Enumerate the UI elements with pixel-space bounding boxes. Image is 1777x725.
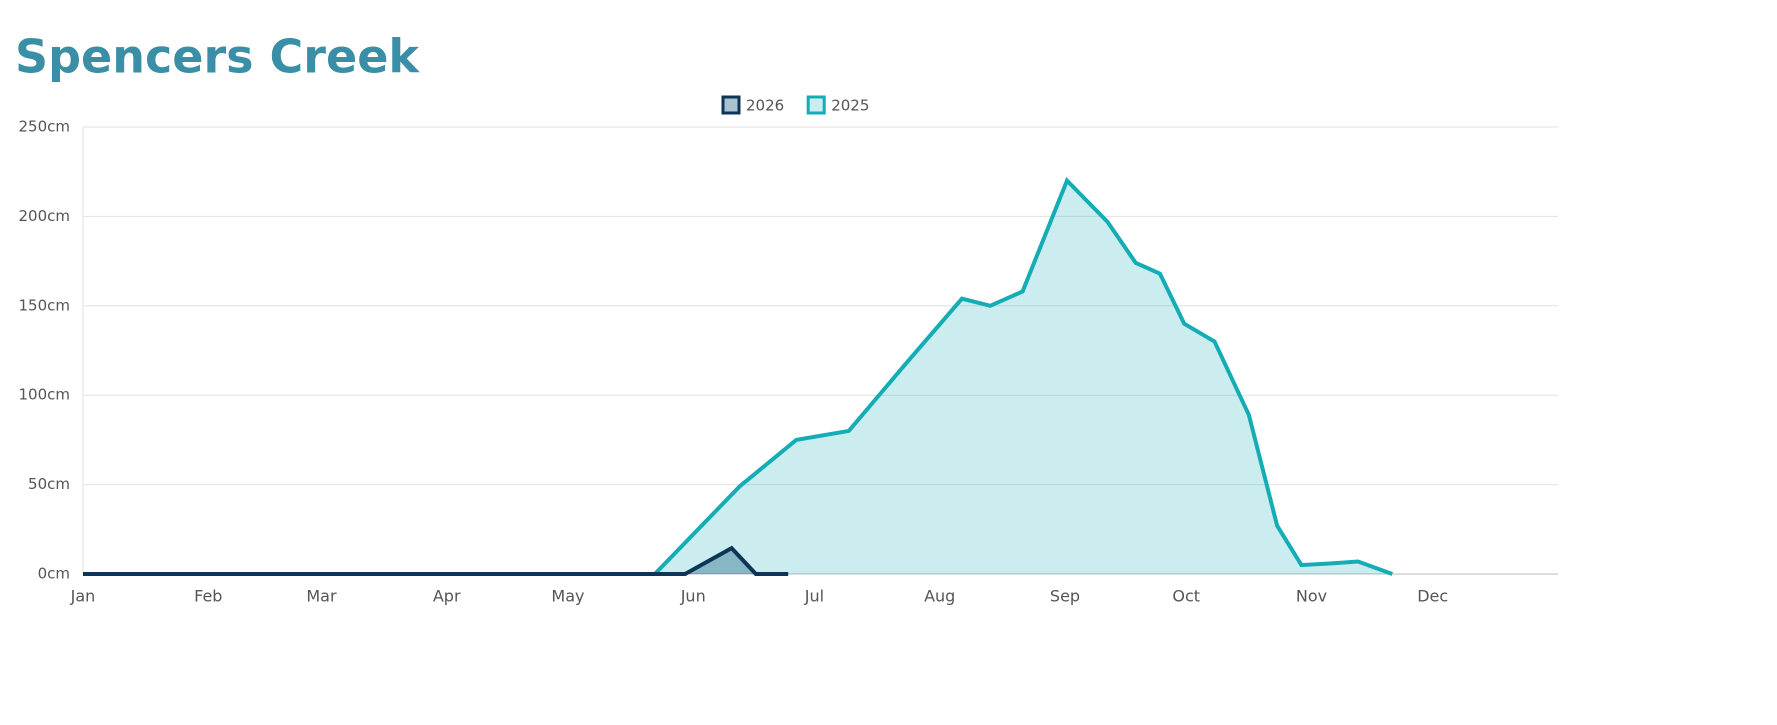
x-tick-label: Jul	[804, 587, 824, 606]
x-tick-label: Mar	[306, 587, 337, 606]
x-tick-label: Dec	[1417, 587, 1448, 606]
x-tick-label: Aug	[924, 587, 955, 606]
legend-swatch	[806, 95, 826, 115]
legend-swatch	[721, 95, 741, 115]
x-tick-label: Sep	[1050, 587, 1080, 606]
x-tick-label: Oct	[1172, 587, 1200, 606]
x-tick-label: Nov	[1296, 587, 1327, 606]
x-tick-label: Jan	[70, 587, 96, 606]
x-tick-label: Apr	[433, 587, 461, 606]
x-tick-label: May	[551, 587, 584, 606]
y-tick-label: 0cm	[38, 565, 70, 583]
line	[83, 545, 789, 576]
x-tick-label: Feb	[194, 587, 222, 606]
y-tick-label: 200cm	[19, 207, 71, 225]
legend-label: 2025	[831, 97, 869, 115]
legend-label: 2026	[746, 97, 784, 115]
area	[83, 548, 789, 574]
y-tick-label: 50cm	[28, 475, 70, 493]
y-tick-label: 150cm	[19, 296, 71, 314]
line	[559, 177, 1394, 576]
area	[559, 180, 1393, 574]
x-tick-label: Jun	[680, 587, 706, 606]
y-tick-label: 250cm	[19, 118, 71, 136]
y-tick-label: 100cm	[19, 386, 71, 404]
chart-title: Spencers Creek	[15, 30, 420, 84]
